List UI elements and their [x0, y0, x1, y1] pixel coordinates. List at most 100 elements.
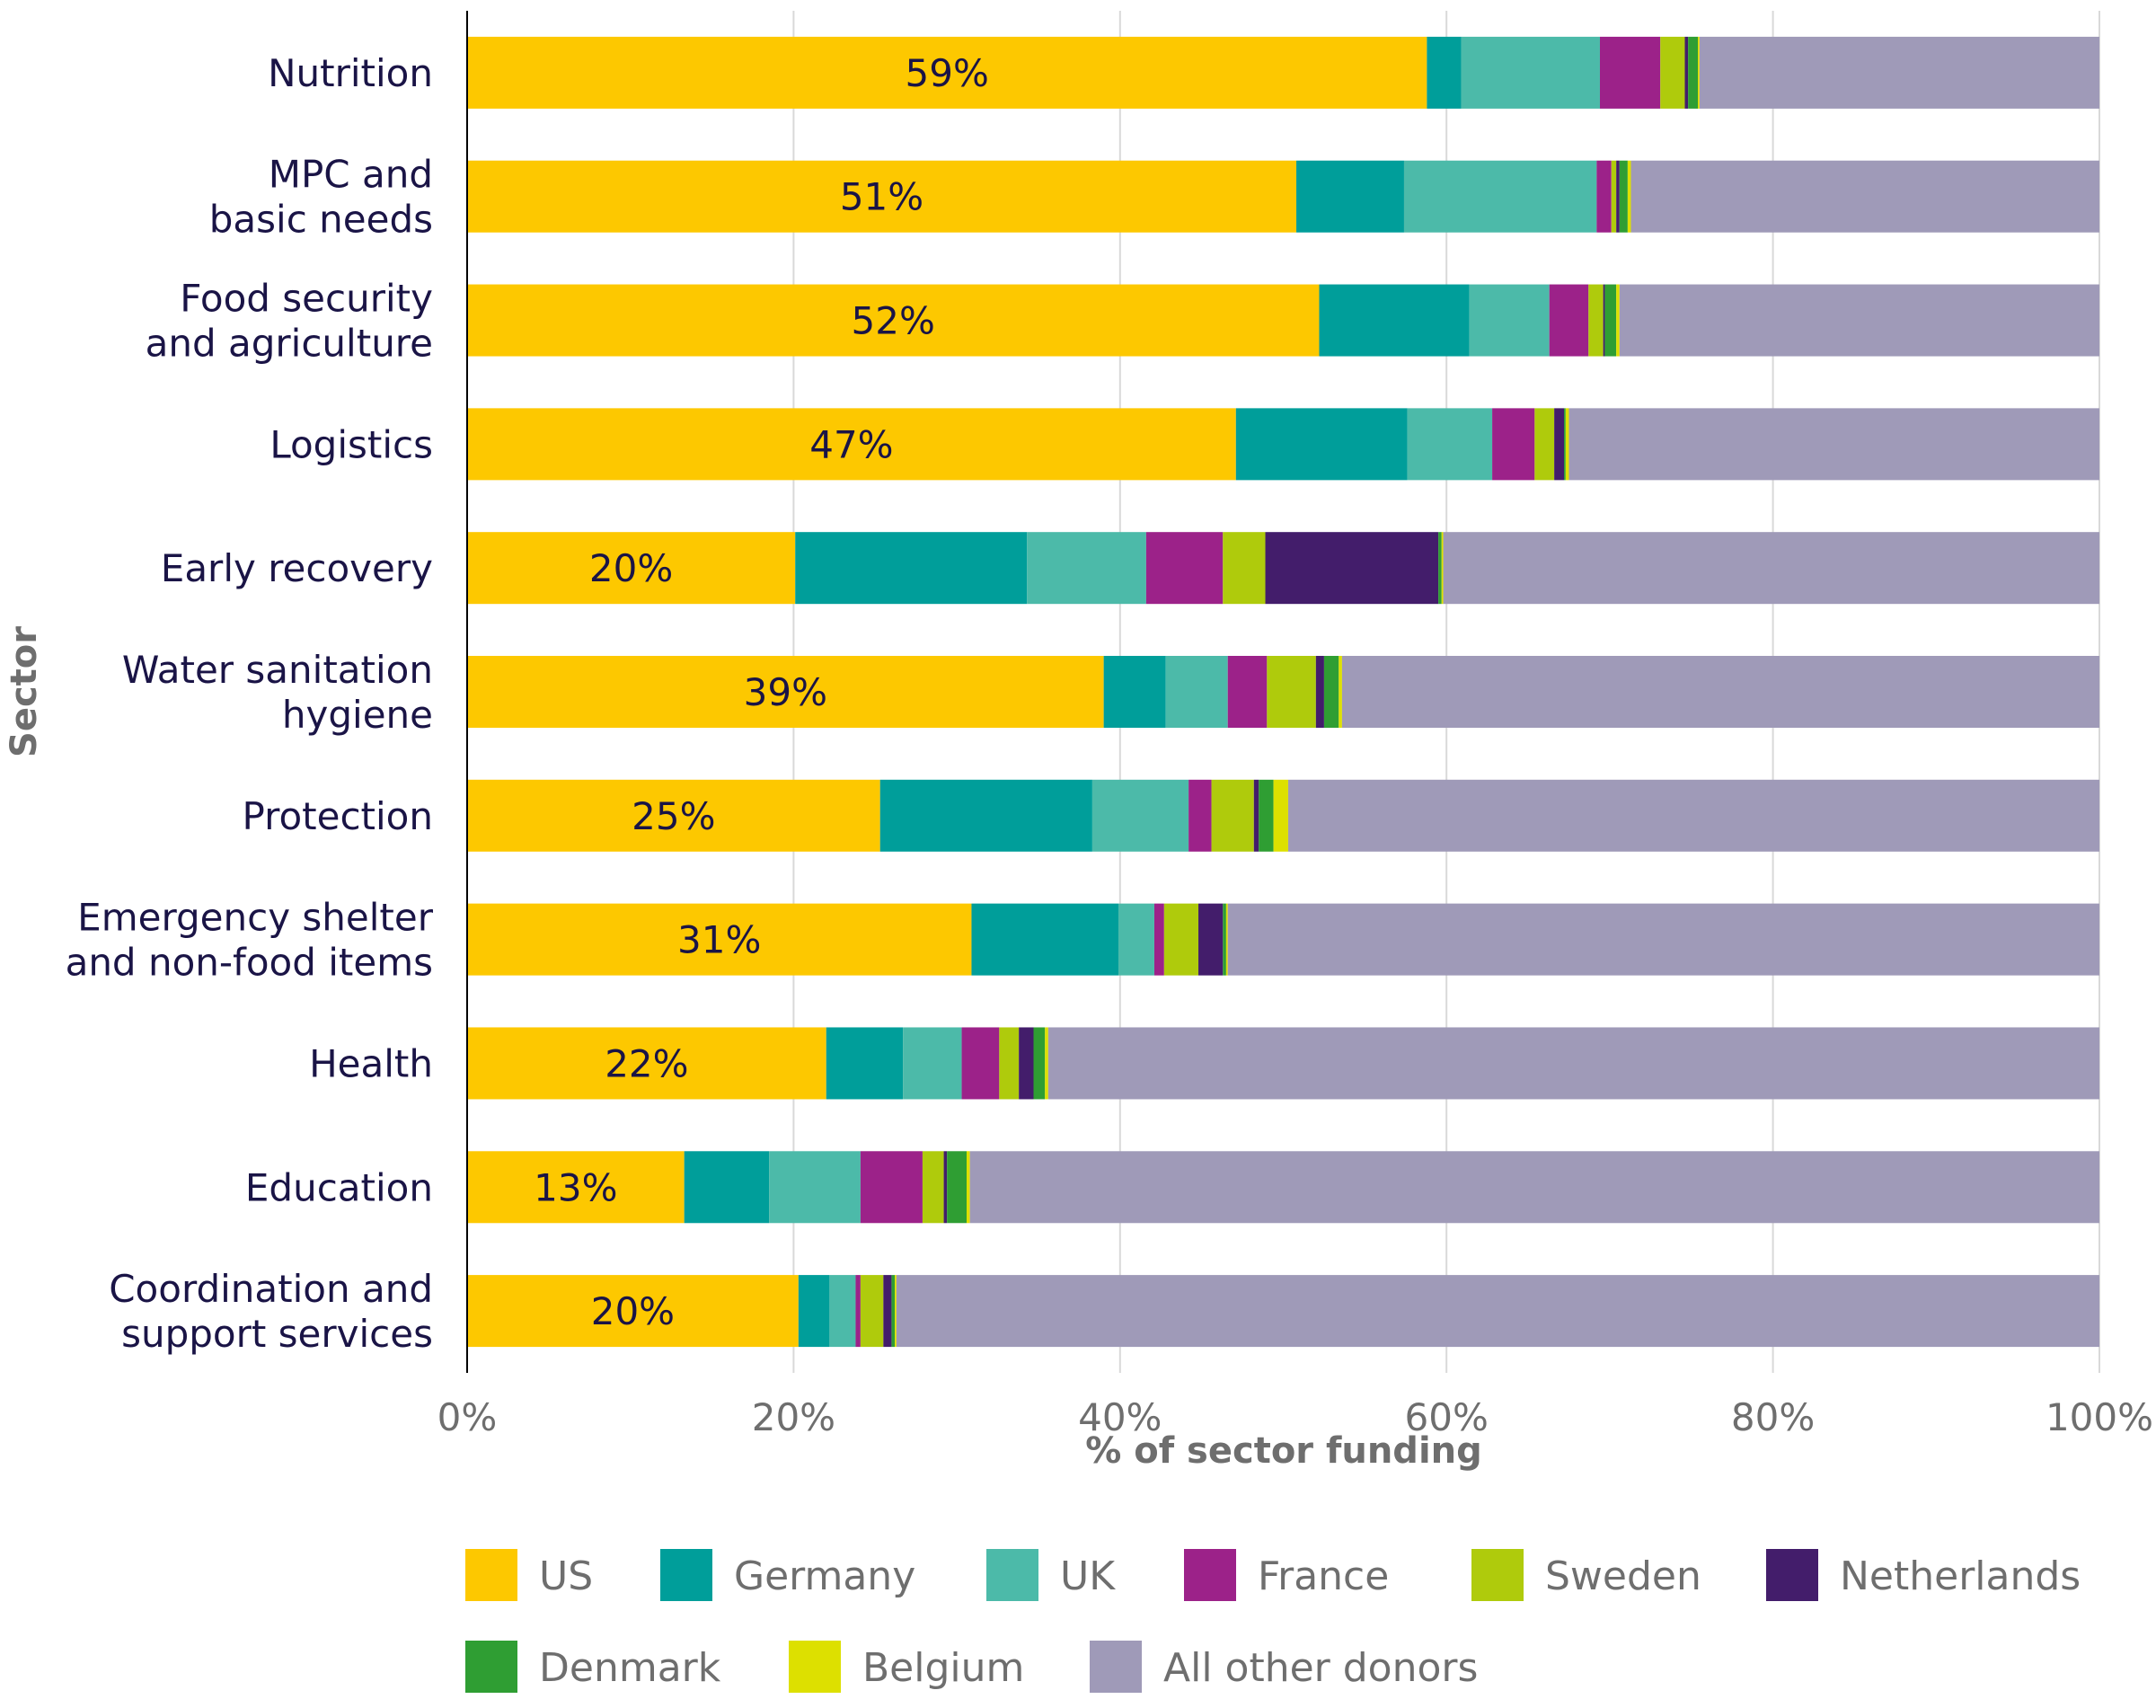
- legend-swatch: [1471, 1549, 1524, 1601]
- bar-segment-belgium: [967, 1151, 970, 1224]
- category-label: Food security and agriculture: [146, 277, 433, 366]
- legend-label: Denmark: [539, 1645, 721, 1691]
- bar-segment-sweden: [1588, 284, 1604, 357]
- bar-segment-uk: [1027, 532, 1146, 605]
- legend-item-denmark: Denmark: [465, 1641, 721, 1693]
- legend-swatch: [465, 1549, 517, 1601]
- bar-segment-germany: [1296, 160, 1404, 233]
- bar-segment-sweden: [1211, 779, 1254, 852]
- bar-segment-all-other-donors: [1227, 903, 2099, 976]
- bar-segment-all-other-donors: [1047, 1027, 2099, 1100]
- legend-item-uk: UK: [986, 1549, 1116, 1601]
- bar-segment-belgium: [1698, 36, 1700, 109]
- bar-segment-us: [467, 408, 1236, 481]
- bar-segment-germany: [1427, 36, 1462, 109]
- us-data-label: 47%: [809, 422, 893, 466]
- bar-segment-france: [961, 1027, 1000, 1100]
- legend-swatch: [789, 1641, 841, 1693]
- bar-segment-uk: [1091, 779, 1189, 852]
- bar-segment-germany: [826, 1027, 904, 1100]
- x-tick-label: 60%: [1405, 1395, 1489, 1439]
- bar-segment-all-other-donors: [969, 1151, 2099, 1224]
- category-labels: Nutrition MPC and basic needs Food security…: [66, 51, 434, 1356]
- bar-segment-denmark: [1438, 532, 1442, 605]
- bar-segment-denmark: [1604, 284, 1617, 357]
- x-tick-labels: 0% 20% 40% 60% 80% 100%: [437, 1395, 2153, 1439]
- bar-segment-belgium: [1339, 656, 1342, 728]
- bar-segment-all-other-donors: [1619, 284, 2099, 357]
- bar-segment-all-other-donors: [1287, 779, 2099, 852]
- bar-segment-france: [1492, 408, 1535, 481]
- bar-segment-denmark: [1033, 1027, 1046, 1100]
- us-data-label: 25%: [632, 794, 715, 838]
- category-label: Education: [245, 1165, 433, 1209]
- legend-label: Germany: [734, 1553, 915, 1599]
- bar-segment-us: [467, 36, 1427, 109]
- bar-segment-germany: [684, 1151, 770, 1224]
- bar-segment-us: [467, 284, 1320, 357]
- legend-swatch: [465, 1641, 517, 1693]
- legend-item-france: France: [1184, 1549, 1389, 1601]
- y-axis-title: Sector: [4, 626, 45, 757]
- bar-segment-uk: [1165, 656, 1228, 728]
- category-label: Water sanitation hygiene: [122, 648, 433, 737]
- bar-segment-germany: [798, 1275, 830, 1348]
- legend: US Germany UK France Sweden Netherlands Denmar…: [465, 1549, 2081, 1693]
- bar-segment-us: [467, 532, 796, 605]
- bar-segment-uk: [1118, 903, 1154, 976]
- bar-segment-belgium: [1565, 408, 1569, 481]
- bar-segment-france: [1549, 284, 1589, 357]
- x-tick-label: 40%: [1078, 1395, 1162, 1439]
- legend-label: UK: [1060, 1553, 1116, 1599]
- bar-segment-denmark: [1323, 656, 1339, 728]
- bar-segment-sweden: [1163, 903, 1199, 976]
- bar-segment-us: [467, 903, 972, 976]
- category-label: Coordination and support services: [109, 1267, 433, 1356]
- us-data-label: 22%: [605, 1041, 688, 1085]
- x-axis-title: % of sector funding: [1085, 1430, 1482, 1472]
- category-label: Nutrition: [268, 51, 433, 95]
- bar-segment-france: [860, 1151, 923, 1224]
- bar-segment-netherlands: [1315, 656, 1324, 728]
- us-data-label: 39%: [744, 670, 827, 714]
- bar-segment-all-other-donors: [1699, 36, 2099, 109]
- bar-segment-denmark: [1619, 160, 1628, 233]
- category-label: Health: [309, 1041, 433, 1085]
- bar-segment-germany: [1235, 408, 1408, 481]
- bar-segment-us: [467, 160, 1297, 233]
- category-label: Early recovery: [161, 546, 433, 590]
- bar-segment-netherlands: [1198, 903, 1224, 976]
- bar-segment-all-other-donors: [1630, 160, 2099, 233]
- bar-segment-belgium: [895, 1275, 897, 1348]
- bar-segment-denmark: [891, 1275, 896, 1348]
- bar-segment-germany: [795, 532, 1028, 605]
- bar-segment-all-other-donors: [1341, 656, 2099, 728]
- bar-segment-denmark: [1259, 779, 1274, 852]
- legend-label: France: [1258, 1553, 1389, 1599]
- bar-segment-all-other-donors: [1443, 532, 2099, 605]
- bar-segment-sweden: [860, 1275, 884, 1348]
- bar-segment-denmark: [1688, 36, 1699, 109]
- legend-label: Sweden: [1545, 1553, 1701, 1599]
- bar-segment-netherlands: [883, 1275, 892, 1348]
- us-data-label: 51%: [840, 175, 923, 219]
- bar-segment-france: [1596, 160, 1612, 233]
- legend-item-belgium: Belgium: [789, 1641, 1024, 1693]
- legend-swatch: [986, 1549, 1038, 1601]
- bar-segment-sweden: [1611, 160, 1617, 233]
- bar-segment-belgium: [1273, 779, 1288, 852]
- x-tick-label: 0%: [437, 1395, 498, 1439]
- bar-segment-sweden: [922, 1151, 944, 1224]
- category-label: Emergency shelter and non-food items: [66, 896, 434, 985]
- bar-segment-sweden: [1534, 408, 1555, 481]
- bar-segment-netherlands: [1684, 36, 1689, 109]
- us-data-label: 20%: [591, 1289, 675, 1333]
- category-label: Logistics: [270, 422, 433, 466]
- bar-segment-us: [467, 779, 880, 852]
- bar-segment-belgium: [1045, 1027, 1048, 1100]
- data-labels: 59% 51% 52% 47% 20% 39% 25% 31% 22% 13% 20%: [534, 51, 989, 1333]
- legend-swatch: [1766, 1549, 1818, 1601]
- bar-segment-belgium: [1616, 284, 1620, 357]
- legend-label: Belgium: [862, 1645, 1024, 1691]
